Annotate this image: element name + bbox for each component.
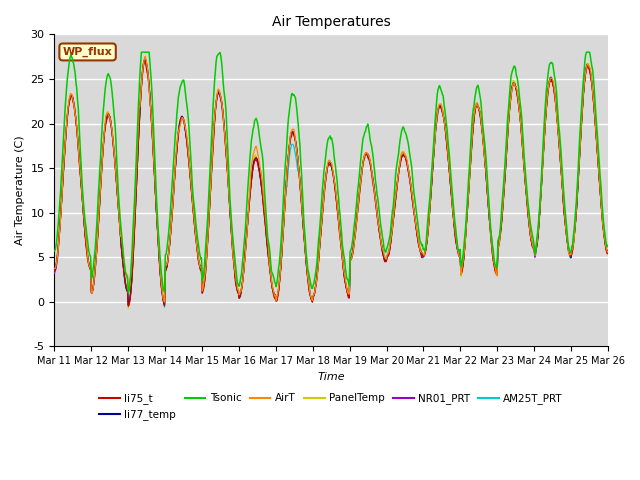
Y-axis label: Air Temperature (C): Air Temperature (C) bbox=[15, 135, 25, 245]
Legend: li75_t, li77_temp, Tsonic, AirT, PanelTemp, NR01_PRT, AM25T_PRT: li75_t, li77_temp, Tsonic, AirT, PanelTe… bbox=[95, 389, 567, 424]
X-axis label: Time: Time bbox=[317, 372, 345, 382]
Title: Air Temperatures: Air Temperatures bbox=[272, 15, 390, 29]
Text: WP_flux: WP_flux bbox=[63, 47, 113, 57]
